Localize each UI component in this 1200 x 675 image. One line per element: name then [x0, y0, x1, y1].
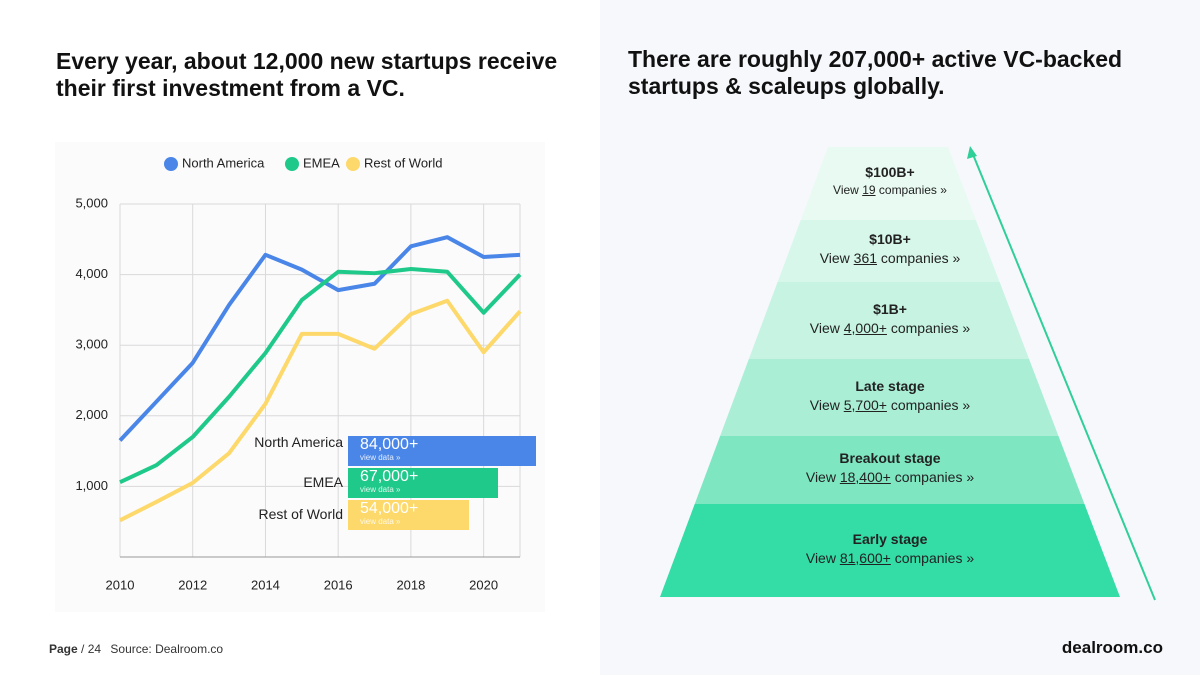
level-count[interactable]: 81,600+ [839, 549, 891, 566]
chart-area [55, 142, 545, 612]
level-suffix: companies » [894, 469, 975, 485]
level-suffix: companies » [880, 250, 961, 266]
x-tick-label: 2018 [396, 577, 425, 592]
x-tick-label: 2012 [178, 577, 207, 592]
page-word: Page [49, 642, 78, 656]
total-bar: 54,000+ view data » [348, 500, 469, 530]
view-data-link[interactable]: view data » [360, 453, 401, 462]
arrow-head [967, 146, 977, 159]
brand: dealroom.co [1061, 638, 1163, 657]
total-label: 84,000+ [360, 436, 419, 453]
level-prefix: View [819, 250, 850, 266]
total-label: 54,000+ [360, 500, 419, 517]
pyramid-label: $1B+ View 4,000+ companies » [740, 301, 1040, 336]
x-tick-label: 2016 [324, 577, 353, 592]
pyramid-label: $10B+ View 361 companies » [740, 231, 1040, 266]
level-prefix: View [805, 549, 836, 566]
footer: Page / 24 Source: Dealroom.co [49, 642, 223, 656]
level-count[interactable]: 18,400+ [839, 469, 891, 485]
y-tick-label: 3,000 [75, 337, 108, 352]
line [119, 298, 522, 523]
legend-label: Rest of World [364, 155, 443, 170]
pyramid-level [660, 504, 1120, 597]
level-prefix: View [805, 469, 836, 485]
pyramid-label: $100B+ View 19 companies » [740, 164, 1040, 197]
view-data-link[interactable]: view data » [360, 517, 401, 526]
line [118, 235, 521, 442]
level-title: Breakout stage [839, 450, 941, 466]
level-count[interactable]: 5,700+ [843, 396, 887, 413]
level-title: $1B+ [873, 300, 907, 317]
total-category: Rest of World [258, 506, 343, 522]
total-category: EMEA [303, 474, 343, 490]
pyramid-label: Breakout stage View 18,400+ companies » [740, 450, 1040, 485]
y-tick-label: 2,000 [75, 407, 108, 422]
legend-marker [346, 157, 360, 171]
level-title: $10B+ [869, 231, 911, 247]
legend-label: North America [182, 155, 265, 170]
y-tick-label: 4,000 [75, 266, 108, 281]
pyramid-level [748, 282, 1030, 359]
legend-marker [285, 157, 299, 171]
view-data-link[interactable]: view data » [360, 485, 401, 494]
line [119, 266, 522, 484]
x-tick-label: 2020 [469, 577, 498, 592]
pyramid-level [720, 359, 1059, 436]
total-bar: 67,000+ view data » [348, 468, 498, 498]
total-category: North America [254, 434, 343, 450]
level-title: Late stage [855, 377, 925, 394]
level-suffix: companies » [890, 319, 971, 336]
left-title: Every year, about 12,000 new startups re… [56, 48, 558, 101]
level-count[interactable]: 19 [862, 182, 876, 197]
legend-marker [164, 157, 178, 171]
pyramid-level [800, 147, 976, 220]
source: Source: Dealroom.co [110, 642, 224, 656]
arrow-line [971, 151, 1156, 601]
level-title: Early stage [852, 530, 928, 547]
level-prefix: View [809, 319, 840, 336]
page-number: / 24 [81, 642, 102, 656]
level-prefix: View [833, 182, 859, 197]
pyramid-label: Early stage View 81,600+ companies » [740, 531, 1040, 566]
x-tick-label: 2014 [251, 577, 280, 592]
level-title: $100B+ [865, 163, 915, 180]
y-tick-label: 5,000 [75, 195, 108, 210]
total-bar: 84,000+ view data » [348, 436, 536, 466]
level-suffix: companies » [890, 396, 971, 413]
pyramid-label: Late stage View 5,700+ companies » [740, 378, 1040, 413]
pyramid-level [694, 436, 1085, 504]
level-count[interactable]: 4,000+ [843, 319, 887, 336]
legend-label: EMEA [303, 155, 340, 170]
x-tick-label: 2010 [106, 577, 135, 592]
level-count[interactable]: 361 [853, 250, 878, 266]
total-label: 67,000+ [360, 468, 419, 485]
level-prefix: View [809, 396, 840, 413]
level-suffix: companies » [894, 549, 975, 566]
right-title: There are roughly 207,000+ active VC-bac… [628, 46, 1123, 99]
pyramid-level [777, 220, 1000, 282]
level-suffix: companies » [878, 182, 947, 197]
y-tick-label: 1,000 [75, 478, 108, 493]
